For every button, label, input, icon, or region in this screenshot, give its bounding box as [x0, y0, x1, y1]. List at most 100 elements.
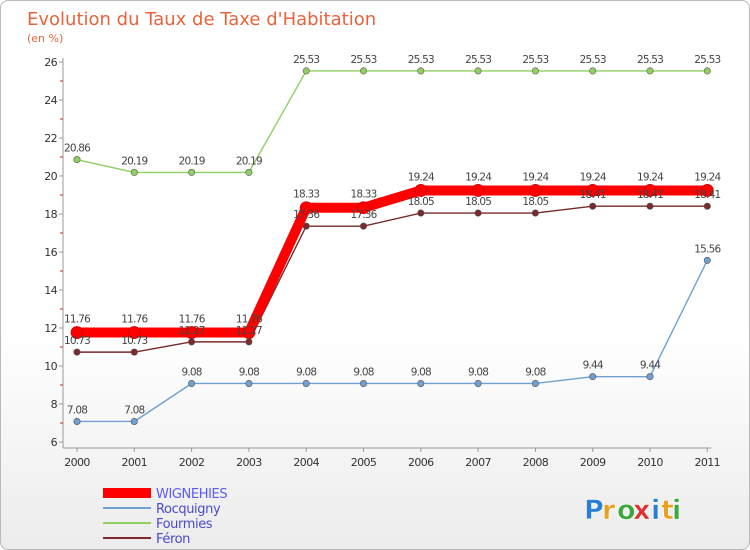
legend-label: Féron: [156, 532, 190, 547]
data-point-fourmies: [245, 168, 253, 176]
data-point-wignehies: [471, 184, 485, 197]
data-label-fourmies: 25.53: [465, 54, 491, 66]
data-point-fourmies: [474, 67, 482, 75]
data-point-wignehies: [185, 326, 199, 339]
proxiti-logo: Pr ox i ti: [584, 495, 682, 527]
series-line-wignehies: [72, 185, 713, 338]
data-point-rocquigny: [417, 379, 425, 387]
data-label-feron: 10.73: [64, 335, 90, 347]
logo-letter: i: [651, 495, 660, 526]
data-label-fourmies: 25.53: [408, 54, 434, 66]
data-point-rocquigny: [130, 417, 138, 425]
data-label-wignehies: 11.76: [236, 314, 263, 326]
data-label-feron: 17.36: [293, 209, 320, 221]
data-label-wignehies: 19.24: [637, 171, 664, 183]
data-point-fourmies: [531, 67, 539, 75]
data-point-feron: [245, 338, 253, 346]
data-point-fourmies: [73, 156, 81, 164]
data-point-wignehies: [70, 326, 84, 339]
data-label-fourmies: 25.53: [350, 54, 376, 66]
data-point-feron: [589, 202, 597, 210]
data-label-rocquigny: 7.08: [124, 404, 144, 416]
y-tick-label: 18: [44, 208, 57, 221]
legend-label: Rocquigny: [156, 502, 221, 517]
data-label-wignehies: 19.24: [522, 171, 549, 183]
data-label-feron: 10.73: [121, 335, 147, 347]
data-point-rocquigny: [302, 379, 310, 387]
data-point-rocquigny: [703, 256, 711, 264]
data-point-fourmies: [703, 67, 711, 75]
data-point-feron: [646, 202, 654, 210]
x-tick-label: 2004: [293, 456, 319, 469]
data-label-fourmies: 25.53: [694, 54, 720, 66]
data-label-rocquigny: 9.44: [640, 360, 661, 372]
data-label-fourmies: 20.19: [121, 155, 147, 167]
data-label-rocquigny: 9.08: [411, 366, 431, 378]
x-tick-label: 2001: [121, 456, 147, 469]
data-point-rocquigny: [359, 379, 367, 387]
series-line-fourmies: [76, 70, 708, 174]
data-label-rocquigny: 9.08: [239, 366, 259, 378]
data-label-wignehies: 11.76: [121, 314, 148, 326]
data-point-feron: [474, 209, 482, 217]
data-point-wignehies: [127, 326, 141, 339]
logo-letter: i: [672, 495, 681, 526]
y-tick-label: 8: [51, 398, 58, 411]
data-point-fourmies: [302, 67, 310, 75]
x-tick-label: 2007: [465, 456, 491, 469]
data-point-fourmies: [417, 67, 425, 75]
y-tick-label: 22: [44, 132, 57, 145]
y-tick-label: 20: [44, 170, 57, 183]
data-point-feron: [73, 348, 81, 356]
data-label-fourmies: 20.19: [179, 155, 205, 167]
series-line-rocquigny: [76, 259, 708, 423]
data-label-wignehies: 18.33: [350, 189, 376, 201]
data-label-feron: 17.36: [350, 209, 377, 221]
data-label-wignehies: 19.24: [694, 171, 721, 183]
y-tick-label: 6: [51, 436, 58, 449]
data-label-fourmies: 25.53: [580, 54, 606, 66]
data-label-rocquigny: 9.08: [468, 366, 488, 378]
data-point-rocquigny: [245, 379, 253, 387]
data-point-feron: [130, 348, 138, 356]
data-point-feron: [188, 338, 196, 346]
data-point-wignehies: [529, 184, 542, 197]
data-labels-layer: 7.08 7.08 9.08 9.08 9.08 9.08 9.08 9.08 9.08 9.44…: [64, 54, 722, 417]
data-label-rocquigny: 7.08: [67, 404, 87, 416]
data-label-feron: 18.05: [408, 196, 434, 208]
data-label-feron: 18.05: [465, 196, 491, 208]
data-label-wignehies: 11.76: [64, 314, 91, 326]
x-tick-label: 2000: [64, 456, 90, 469]
data-label-rocquigny: 9.08: [296, 366, 316, 378]
logo-letter: t: [661, 495, 674, 526]
data-label-fourmies: 25.53: [637, 54, 663, 66]
data-label-rocquigny: 9.08: [525, 366, 545, 378]
y-tick-label: 26: [44, 56, 57, 69]
logo-letter: P: [584, 495, 604, 526]
logo-letter: o: [617, 495, 636, 526]
chart-subtitle: (en %): [27, 32, 63, 45]
legend-label: Fourmies: [156, 517, 213, 532]
data-point-feron: [531, 209, 539, 217]
data-point-rocquigny: [589, 373, 597, 381]
data-label-rocquigny: 9.08: [182, 366, 202, 378]
data-point-feron: [417, 209, 425, 217]
y-tick-label: 10: [44, 360, 57, 373]
series-layer: [70, 67, 714, 425]
data-point-fourmies: [359, 67, 367, 75]
y-tick-label: 14: [44, 284, 57, 297]
data-label-feron: 18.41: [580, 189, 606, 201]
logo-letter: x: [633, 495, 650, 526]
data-point-rocquigny: [531, 379, 539, 387]
y-tick-label: 16: [44, 246, 57, 259]
data-point-fourmies: [646, 67, 654, 75]
data-point-rocquigny: [474, 379, 482, 387]
data-label-feron: 11.27: [236, 325, 262, 337]
logo-letter: r: [602, 495, 616, 526]
data-label-rocquigny: 9.08: [353, 366, 373, 378]
data-label-wignehies: 11.76: [179, 314, 206, 326]
data-point-wignehies: [586, 184, 600, 197]
data-label-wignehies: 19.24: [465, 171, 492, 183]
data-point-wignehies: [643, 184, 657, 197]
